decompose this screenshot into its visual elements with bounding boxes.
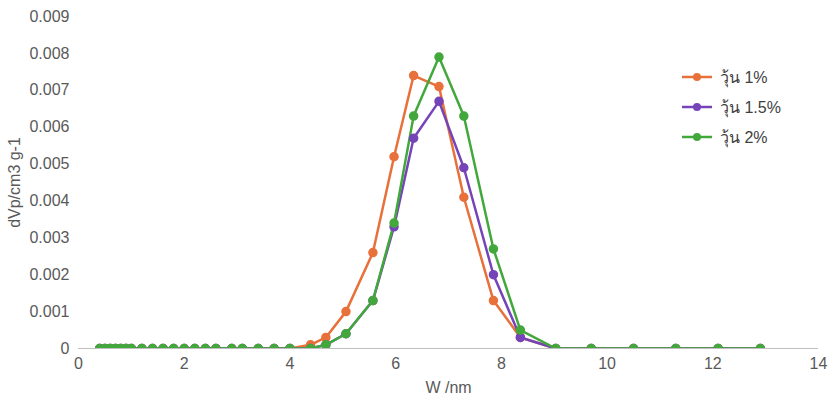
svg-text:0.008: 0.008 <box>29 45 69 62</box>
svg-text:6: 6 <box>391 355 400 372</box>
html-text:วุ้น 1%: วุ้น 1% <box>720 68 768 86</box>
svg-text:0: 0 <box>74 355 83 372</box>
svg-text:0.006: 0.006 <box>29 118 69 135</box>
svg-text:4: 4 <box>285 355 294 372</box>
svg-text:0: 0 <box>61 340 70 357</box>
html-text:วุ้น 1.5%: วุ้น 1.5% <box>720 98 781 116</box>
svg-text:W /nm: W /nm <box>425 379 471 396</box>
svg-text:0.007: 0.007 <box>29 81 69 98</box>
svg-text:10: 10 <box>598 355 616 372</box>
svg-text:2: 2 <box>180 355 189 372</box>
html-text:วุ้น 2%: วุ้น 2% <box>720 128 768 146</box>
svg-text:0.003: 0.003 <box>29 229 69 246</box>
svg-text:14: 14 <box>810 355 828 372</box>
svg-text:0.005: 0.005 <box>29 155 69 172</box>
svg-text:0.009: 0.009 <box>29 8 69 25</box>
svg-text:dVp/cm3 g-1: dVp/cm3 g-1 <box>6 137 23 228</box>
svg-text:12: 12 <box>704 355 722 372</box>
svg-text:0.004: 0.004 <box>29 192 69 209</box>
svg-text:0.002: 0.002 <box>29 266 69 283</box>
svg-text:8: 8 <box>497 355 506 372</box>
svg-text:0.001: 0.001 <box>29 303 69 320</box>
